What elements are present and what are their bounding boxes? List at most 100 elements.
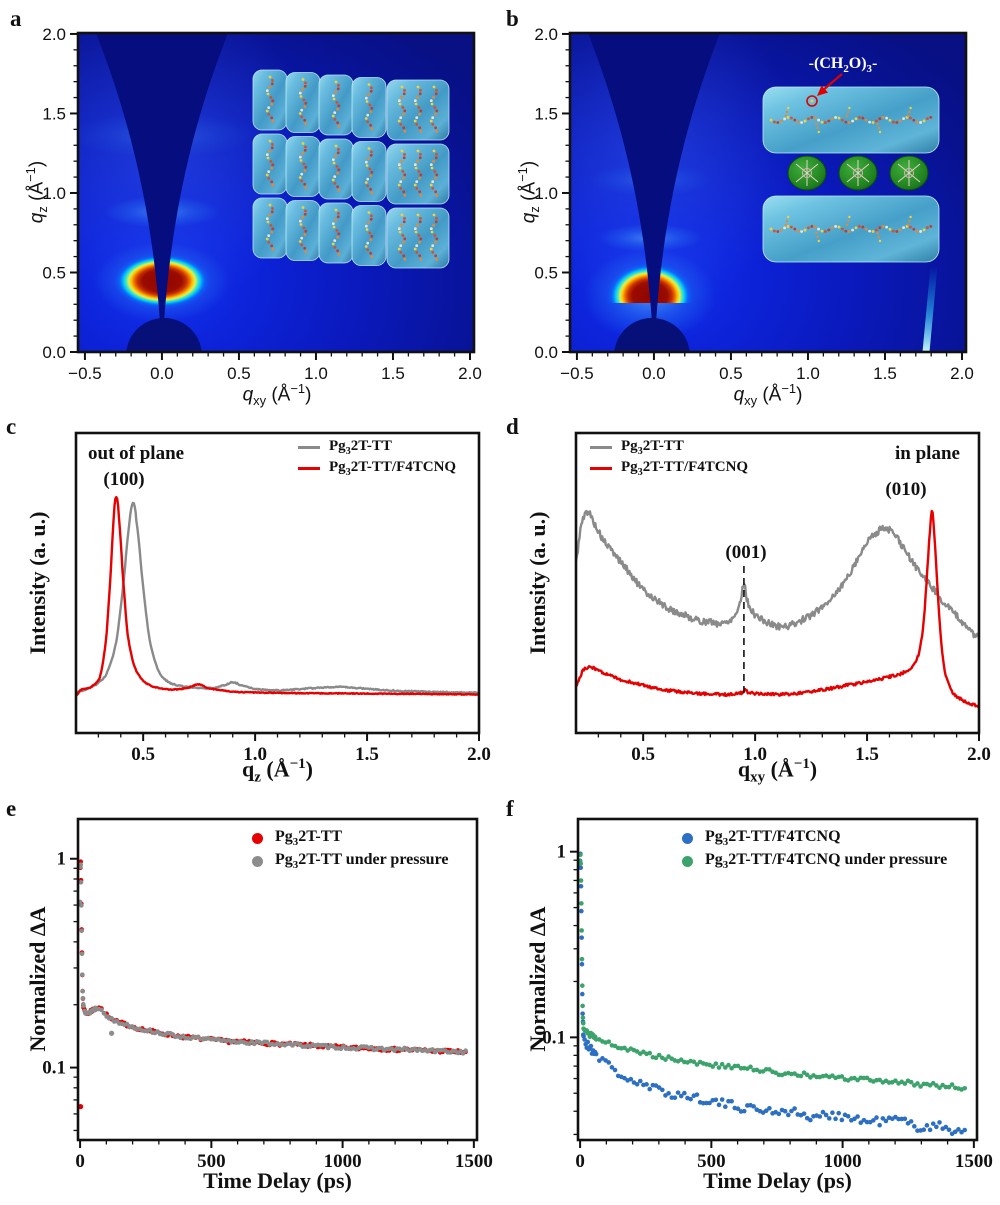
legend-c: Pg32T-TT Pg32T-TT/F4TCNQ (298, 437, 456, 479)
side-chain-annotation: -(CH2O)3- (808, 55, 878, 76)
legend-item: Pg32T-TT/F4TCNQ (682, 827, 947, 850)
red-dot-marker-icon (252, 833, 263, 844)
plot-border (576, 817, 979, 1142)
detector-image (78, 33, 474, 352)
y-tick-label: 0.5 (42, 263, 66, 282)
x-tick-label: 0 (75, 1151, 85, 1172)
curves (576, 509, 979, 708)
series-Pg32T-TT (78, 859, 468, 1110)
x-tick-label: 0.5 (131, 744, 155, 765)
plot-border (76, 31, 476, 354)
legend-item: Pg32T-TT/F4TCNQ (298, 458, 456, 479)
f4tcnq-molecule (838, 155, 878, 191)
legend-label: Pg32T-TT/F4TCNQ (329, 459, 457, 478)
beamstop-shadow (126, 318, 202, 352)
polymer-slab (318, 74, 354, 136)
polymer-slab (351, 141, 387, 202)
x-tick-label: 0.0 (150, 364, 174, 383)
panel-label-d: d (506, 414, 519, 439)
plot-border (574, 431, 981, 735)
x-tick-label: 1000 (824, 1151, 862, 1172)
x-axis-label-d: qxy (Å−1) (737, 756, 818, 786)
plot-border (76, 817, 479, 1142)
panel-label-f: f (506, 796, 514, 821)
x-tick-label: 0 (575, 1151, 585, 1172)
x-axis-label-f: Time Delay (ps) (703, 1168, 852, 1193)
polymer-slab (386, 143, 450, 205)
y-tick-label: 2.0 (42, 25, 66, 44)
x-axis-label-c: qz (Å−1) (242, 756, 313, 786)
legend-label: Pg32T-TT (621, 438, 684, 457)
y-tick-label: 1 (57, 849, 67, 870)
orientation-label-out-of-plane: out of plane (88, 443, 185, 464)
panel-label-c: c (6, 414, 17, 439)
y-axis-label-a: qz (Å−1) (23, 160, 51, 224)
orientation-label-in-plane: in plane (895, 443, 960, 464)
legend-label: Pg32T-TT/F4TCNQ (705, 828, 841, 849)
x-tick-label: 1.5 (873, 364, 897, 383)
data-points (78, 859, 468, 1110)
beamstop-shadow (614, 318, 690, 352)
peak-annotation-010: (010) (885, 479, 927, 500)
detector-image (570, 33, 966, 352)
side-chain-highlight-circle (806, 95, 818, 107)
scatter-plot-ta-pristine: 0 500 1000 1500 1 0.1 (42, 817, 493, 1172)
detector-gap-wedge (588, 33, 720, 322)
blue-dot-marker-icon (682, 833, 693, 844)
legend-e: Pg32T-TT Pg32T-TT under pressure (252, 827, 449, 873)
legend-label: Pg32T-TT (329, 438, 392, 457)
data-points (578, 851, 968, 1137)
polymer-f4tcnq-illustration (762, 73, 940, 263)
x-tick-label: 2.0 (950, 364, 974, 383)
peak-annotation-100: (100) (103, 469, 145, 490)
y-axis-label-b: qz (Å−1) (515, 160, 543, 224)
x-tick-label: 1.5 (381, 364, 405, 383)
series-Pg32T-TT under pressure (78, 862, 468, 1056)
x-tick-label: 1.0 (243, 744, 267, 765)
legend-item: Pg32T-TT (252, 827, 449, 850)
curve-Pg32T-TT/F4TCNQ (576, 509, 979, 708)
annotation-arrow (821, 73, 843, 92)
x-axis-label-b: qxy (Å−1) (733, 381, 803, 409)
x-tick-label: 1.5 (355, 744, 379, 765)
scatter-plot-ta-doped: 0 500 1000 1500 1 0.1 (542, 817, 993, 1172)
f4tcnq-molecule (889, 155, 929, 191)
x-tick-label: 1500 (455, 1151, 493, 1172)
polymer-slab (351, 77, 387, 138)
legend-label: Pg32T-TT under pressure (275, 851, 449, 872)
x-tick-label: 0.0 (642, 364, 666, 383)
detector-edge (860, 33, 966, 64)
y-tick-label: 1.5 (42, 104, 66, 123)
x-tick-label: 1.0 (796, 364, 820, 383)
y-axis-label-c: Intensity (a. u.) (25, 511, 50, 655)
polymer-slab (386, 207, 450, 269)
x-tick-label: −0.5 (68, 364, 102, 383)
curves (76, 495, 479, 697)
polymer-slab (386, 79, 450, 141)
polymer-slab (351, 205, 387, 266)
green-dot-marker-icon (682, 856, 693, 867)
x-axis-label-e: Time Delay (ps) (203, 1168, 352, 1193)
x-tick-label: 2.0 (467, 744, 491, 765)
x-tick-label: 0.5 (719, 364, 743, 383)
legend-item: Pg32T-TT (298, 437, 456, 458)
y-tick-label: 1 (557, 842, 567, 863)
arrowhead-icon (817, 85, 828, 96)
x-tick-label: −0.5 (560, 364, 594, 383)
y-tick-label: 0.1 (42, 1058, 66, 1079)
x-tick-label: 1500 (955, 1151, 993, 1172)
legend-label: Pg32T-TT/F4TCNQ (621, 459, 749, 478)
x-tick-label: 1.0 (743, 744, 767, 765)
x-tick-label: 2.0 (967, 744, 991, 765)
line-plot-out-of-plane: 0.5 1.0 1.5 2.0 (74, 431, 491, 765)
polymer-slab (252, 69, 288, 131)
legend-d: Pg32T-TT Pg32T-TT/F4TCNQ (590, 437, 748, 479)
panel-label-b: b (506, 6, 519, 31)
y-axis-label-e: Normalized ΔA (25, 906, 50, 1052)
curve-Pg32T-TT (576, 509, 979, 640)
x-tick-label: 2.0 (458, 364, 482, 383)
polymer-slab (285, 136, 321, 197)
x-tick-label: 500 (697, 1151, 726, 1172)
